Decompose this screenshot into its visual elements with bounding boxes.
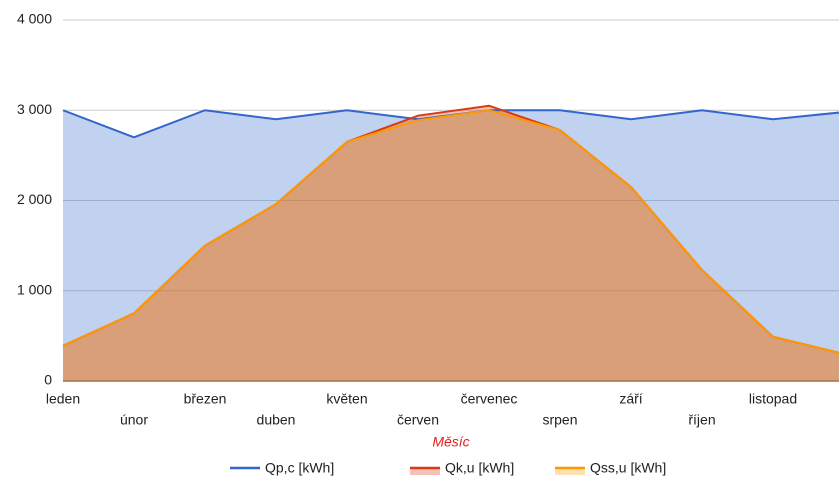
legend-swatch-fill bbox=[410, 468, 440, 475]
legend-label: Qk,u [kWh] bbox=[445, 460, 514, 476]
y-tick-label: 4 000 bbox=[17, 11, 52, 27]
x-axis-title: Měsíc bbox=[432, 434, 469, 450]
x-tick-label: duben bbox=[257, 412, 296, 428]
y-tick-label: 1 000 bbox=[17, 281, 52, 297]
x-tick-label: říjen bbox=[688, 412, 715, 428]
x-tick-label: listopad bbox=[749, 391, 797, 407]
area-fill bbox=[63, 110, 839, 381]
x-tick-label: červen bbox=[397, 412, 439, 428]
y-tick-label: 2 000 bbox=[17, 191, 52, 207]
area-line bbox=[62, 109, 839, 354]
x-tick-label: květen bbox=[326, 391, 367, 407]
area-fill bbox=[63, 110, 839, 381]
x-tick-label: červenec bbox=[461, 391, 518, 407]
x-tick-label: srpen bbox=[542, 412, 577, 428]
x-tick-label: březen bbox=[184, 391, 227, 407]
x-tick-label: září bbox=[619, 391, 642, 407]
legend-label: Qss,u [kWh] bbox=[590, 460, 666, 476]
legend-swatch-fill bbox=[555, 468, 585, 475]
x-tick-label: únor bbox=[120, 412, 148, 428]
area-fill bbox=[63, 105, 839, 381]
legend-label: Qp,c [kWh] bbox=[265, 460, 334, 476]
x-tick-label: leden bbox=[46, 391, 80, 407]
y-tick-label: 0 bbox=[44, 372, 52, 388]
y-tick-label: 3 000 bbox=[17, 101, 52, 117]
